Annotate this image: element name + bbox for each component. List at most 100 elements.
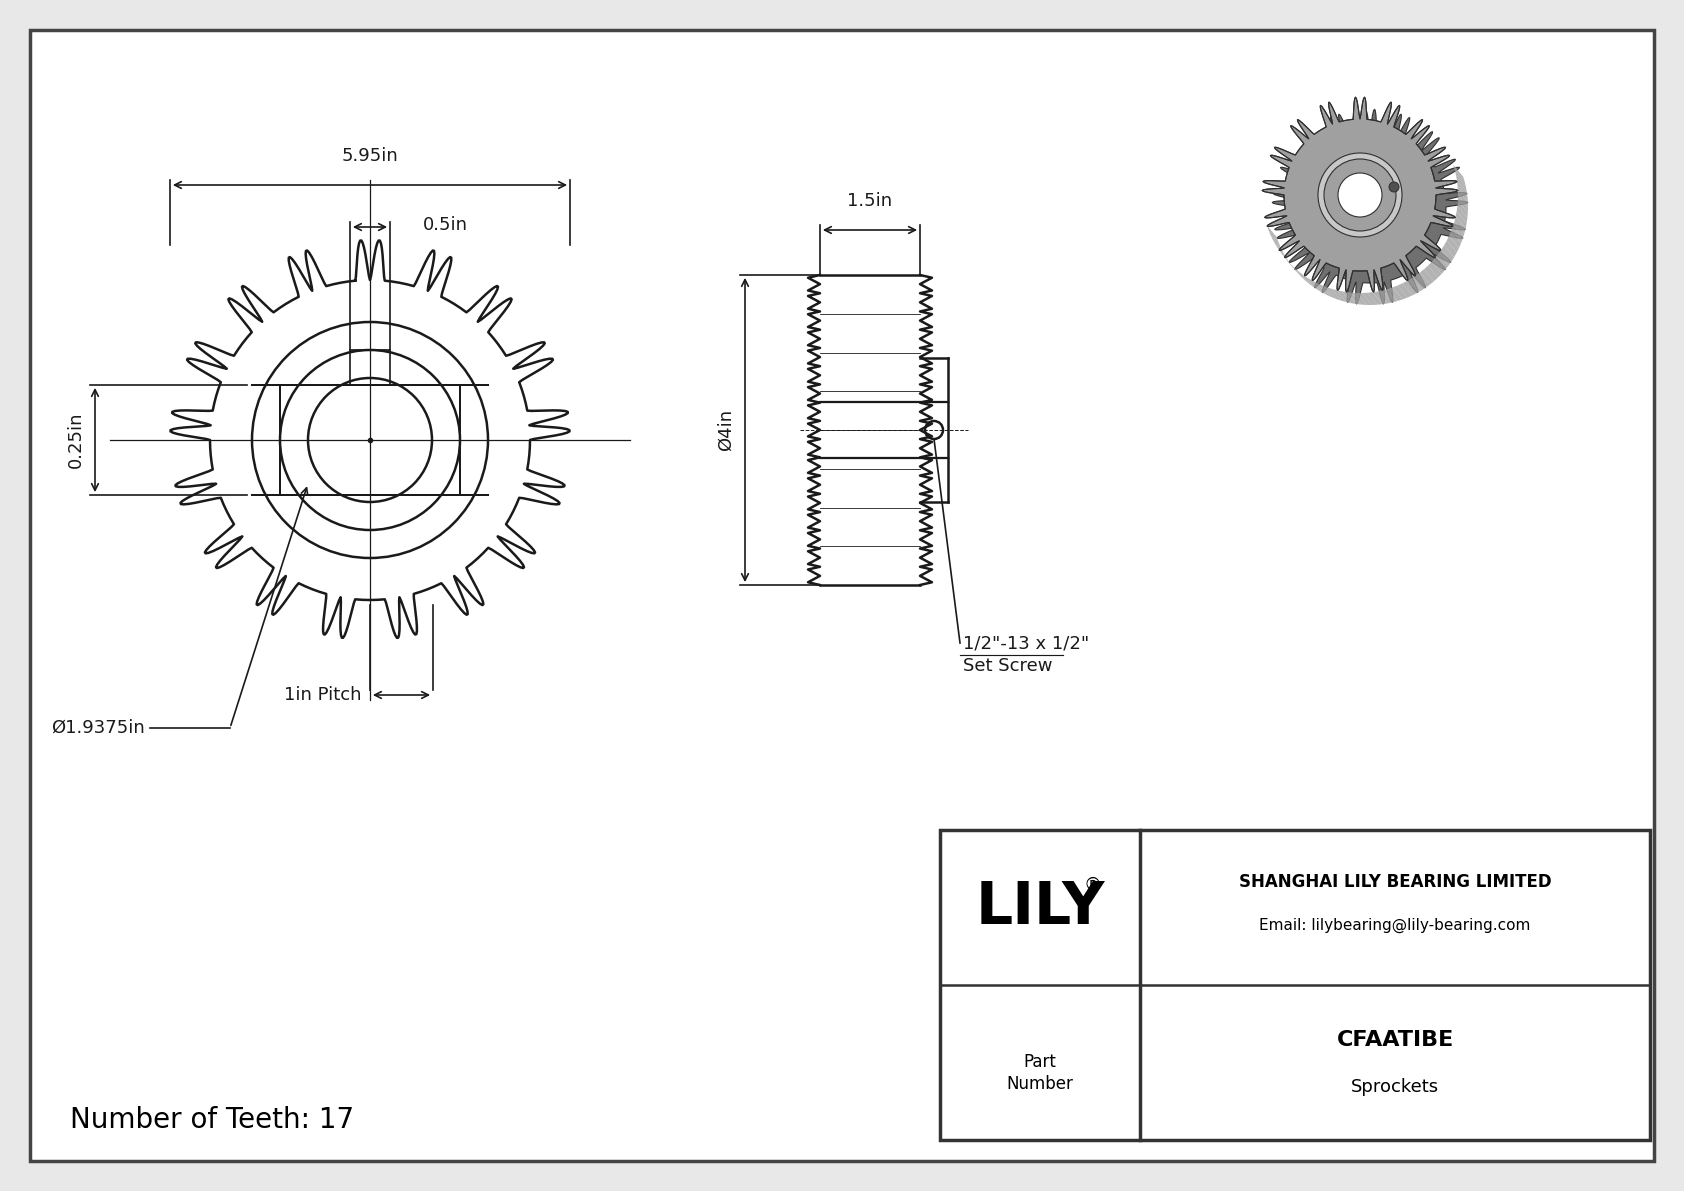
Circle shape <box>1389 182 1399 192</box>
Polygon shape <box>1391 220 1403 235</box>
Polygon shape <box>1399 205 1411 220</box>
Polygon shape <box>1381 230 1394 243</box>
Polygon shape <box>1273 239 1285 256</box>
Polygon shape <box>1332 288 1346 303</box>
Text: Ø1.9375in: Ø1.9375in <box>51 719 145 737</box>
Polygon shape <box>1403 281 1416 295</box>
Polygon shape <box>1298 272 1314 287</box>
Polygon shape <box>1275 244 1288 261</box>
Polygon shape <box>1458 195 1468 213</box>
Polygon shape <box>1372 292 1388 304</box>
Polygon shape <box>1347 292 1362 305</box>
Polygon shape <box>1330 225 1344 239</box>
Polygon shape <box>1401 199 1411 214</box>
Polygon shape <box>1455 217 1465 233</box>
Polygon shape <box>1411 275 1426 291</box>
Polygon shape <box>1399 182 1411 198</box>
Polygon shape <box>1401 188 1411 204</box>
Text: SHANGHAI LILY BEARING LIMITED: SHANGHAI LILY BEARING LIMITED <box>1239 873 1551 891</box>
Polygon shape <box>1388 287 1403 301</box>
Text: Sprockets: Sprockets <box>1351 1078 1440 1096</box>
Polygon shape <box>1393 218 1406 232</box>
Polygon shape <box>1322 214 1334 229</box>
Circle shape <box>1347 185 1393 229</box>
Polygon shape <box>1401 192 1411 207</box>
Polygon shape <box>1322 211 1332 226</box>
Polygon shape <box>1364 236 1378 249</box>
Polygon shape <box>1442 245 1455 262</box>
Polygon shape <box>1453 222 1465 238</box>
Polygon shape <box>1261 98 1458 292</box>
Polygon shape <box>1335 230 1349 243</box>
Polygon shape <box>1457 206 1467 223</box>
Polygon shape <box>1457 185 1468 202</box>
Polygon shape <box>1335 291 1351 304</box>
Polygon shape <box>1371 235 1384 248</box>
Polygon shape <box>1271 110 1468 304</box>
Polygon shape <box>1346 235 1357 248</box>
Polygon shape <box>1398 283 1413 298</box>
Polygon shape <box>1327 287 1340 300</box>
Polygon shape <box>1416 273 1430 287</box>
Polygon shape <box>1322 285 1337 299</box>
Circle shape <box>1329 166 1411 249</box>
Polygon shape <box>1452 226 1463 243</box>
Polygon shape <box>1401 195 1411 211</box>
Polygon shape <box>1268 230 1280 247</box>
Polygon shape <box>1312 280 1327 295</box>
Bar <box>940 830 1650 1140</box>
Polygon shape <box>1285 257 1298 273</box>
Polygon shape <box>1378 291 1393 304</box>
Polygon shape <box>1401 186 1411 200</box>
Circle shape <box>1324 160 1396 231</box>
Text: 0.25in: 0.25in <box>67 412 84 468</box>
Polygon shape <box>1455 170 1465 187</box>
Polygon shape <box>1386 225 1399 239</box>
Text: 1/2"-13 x 1/2": 1/2"-13 x 1/2" <box>963 635 1090 653</box>
Text: Number of Teeth: 17: Number of Teeth: 17 <box>71 1106 354 1134</box>
Polygon shape <box>1398 212 1408 226</box>
Polygon shape <box>1339 231 1352 245</box>
Polygon shape <box>1292 264 1305 280</box>
Polygon shape <box>1453 164 1465 182</box>
Polygon shape <box>1378 231 1391 245</box>
Polygon shape <box>1266 225 1278 242</box>
Polygon shape <box>1458 191 1468 207</box>
Polygon shape <box>1428 262 1442 278</box>
Text: 1in Pitch: 1in Pitch <box>285 686 362 704</box>
Polygon shape <box>1317 283 1332 297</box>
Text: Ø4in: Ø4in <box>717 409 734 451</box>
Polygon shape <box>1396 214 1408 230</box>
Polygon shape <box>1457 201 1468 218</box>
Polygon shape <box>1425 266 1438 281</box>
Text: 5.95in: 5.95in <box>342 146 399 166</box>
Text: 1.5in: 1.5in <box>847 192 893 210</box>
Polygon shape <box>1278 249 1292 266</box>
Polygon shape <box>1374 233 1388 247</box>
Text: Set Screw: Set Screw <box>963 657 1052 675</box>
Polygon shape <box>1295 268 1308 283</box>
Polygon shape <box>1329 223 1340 237</box>
Polygon shape <box>1448 231 1462 248</box>
Polygon shape <box>1357 293 1372 305</box>
Circle shape <box>1319 152 1403 237</box>
Polygon shape <box>1342 292 1357 304</box>
Polygon shape <box>1320 208 1332 223</box>
Polygon shape <box>1354 237 1367 249</box>
Polygon shape <box>1447 236 1458 252</box>
Polygon shape <box>1288 261 1302 276</box>
Polygon shape <box>1303 275 1317 289</box>
Polygon shape <box>1334 227 1346 242</box>
Polygon shape <box>1393 286 1408 299</box>
Polygon shape <box>1445 241 1457 257</box>
Circle shape <box>1339 173 1383 217</box>
Polygon shape <box>1367 236 1381 248</box>
Polygon shape <box>1361 237 1374 249</box>
Text: LILY: LILY <box>975 879 1105 935</box>
Polygon shape <box>1408 279 1421 293</box>
Polygon shape <box>1398 208 1410 224</box>
Polygon shape <box>1282 252 1295 269</box>
Polygon shape <box>1389 223 1401 237</box>
Text: ®: ® <box>1083 877 1101 894</box>
Polygon shape <box>1457 180 1467 197</box>
